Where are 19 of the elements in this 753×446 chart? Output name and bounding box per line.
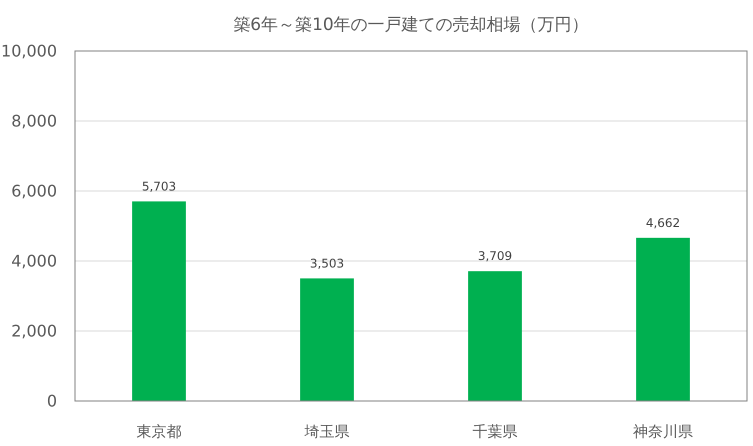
y-tick-label: 10,000 [1, 42, 57, 61]
data-label: 4,662 [646, 216, 680, 230]
bar [636, 238, 690, 401]
data-label: 5,703 [142, 179, 176, 194]
bar [300, 278, 354, 401]
y-tick-label: 8,000 [11, 112, 57, 131]
y-tick-label: 0 [46, 392, 57, 411]
data-label: 3,709 [478, 249, 512, 264]
y-tick-label: 2,000 [11, 322, 57, 341]
bar [468, 271, 522, 401]
chart-title: 築6年～築10年の一戸建ての売却相場（万円） [233, 15, 589, 35]
x-tick-label: 神奈川県 [633, 422, 693, 440]
x-tick-label: 千葉県 [472, 422, 518, 440]
x-tick-label: 東京都 [136, 422, 182, 440]
data-label: 3,503 [310, 256, 344, 270]
bar [132, 201, 186, 401]
y-tick-label: 4,000 [11, 252, 57, 271]
y-tick-label: 6,000 [11, 182, 57, 201]
x-tick-label: 埼玉県 [304, 422, 350, 440]
